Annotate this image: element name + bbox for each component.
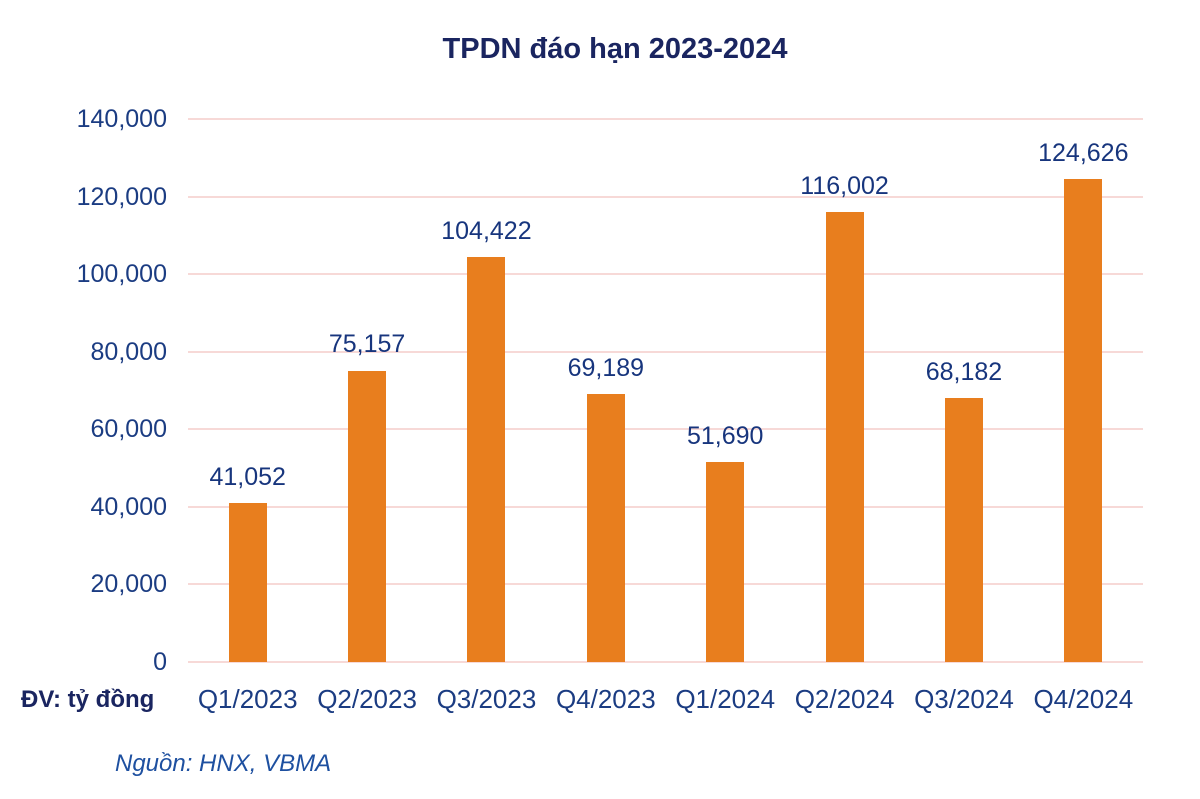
value-label: 69,189 bbox=[567, 353, 645, 382]
bar-q2-2024 bbox=[825, 212, 864, 662]
gridline bbox=[188, 118, 1143, 120]
gridline bbox=[188, 583, 1143, 586]
y-tick-label: 100,000 bbox=[76, 260, 167, 289]
gridline bbox=[188, 350, 1143, 353]
y-tick-label: 40,000 bbox=[90, 492, 167, 521]
gridline bbox=[188, 428, 1143, 431]
bar-q3-2023 bbox=[467, 257, 506, 662]
bar-q2-2023 bbox=[348, 370, 387, 662]
y-tick-label: 60,000 bbox=[90, 415, 167, 444]
gridline bbox=[188, 195, 1143, 198]
source-note: Nguồn: HNX, VBMA bbox=[115, 750, 332, 777]
x-tick-label: Q3/2024 bbox=[914, 684, 1014, 714]
y-tick-label: 120,000 bbox=[76, 182, 167, 211]
x-tick-label: Q1/2023 bbox=[197, 684, 298, 714]
gridline bbox=[188, 273, 1143, 276]
unit-label: ĐV: tỷ đồng bbox=[21, 686, 155, 713]
value-label: 124,626 bbox=[1038, 138, 1129, 167]
gridline bbox=[188, 661, 1143, 663]
gridline bbox=[188, 505, 1143, 508]
chart-title: TPDN đáo hạn 2023-2024 bbox=[442, 33, 788, 65]
y-tick-label: 20,000 bbox=[90, 570, 167, 599]
value-label: 68,182 bbox=[925, 357, 1003, 386]
value-label: 41,052 bbox=[209, 462, 286, 491]
x-tick-label: Q3/2023 bbox=[436, 684, 537, 714]
y-tick-label: 140,000 bbox=[76, 105, 167, 133]
x-tick-label: Q2/2023 bbox=[317, 684, 417, 714]
bar-q4-2024 bbox=[1064, 178, 1103, 662]
bar-q3-2024 bbox=[944, 397, 983, 662]
x-tick-label: Q1/2024 bbox=[675, 684, 776, 714]
y-tick-label: 80,000 bbox=[90, 337, 167, 366]
x-tick-label: Q4/2023 bbox=[555, 684, 656, 714]
value-label: 116,002 bbox=[800, 172, 889, 201]
bar-q4-2023 bbox=[586, 393, 625, 662]
value-label: 75,157 bbox=[328, 330, 406, 359]
y-tick-label: 0 bbox=[153, 648, 167, 676]
bar-q1-2024 bbox=[706, 461, 745, 662]
x-tick-label: Q4/2024 bbox=[1033, 684, 1134, 714]
value-label: 104,422 bbox=[441, 216, 532, 245]
plot-area bbox=[188, 118, 1143, 663]
value-label: 51,690 bbox=[686, 421, 764, 450]
bar-q1-2023 bbox=[228, 502, 267, 662]
x-tick-label: Q2/2024 bbox=[794, 684, 895, 714]
